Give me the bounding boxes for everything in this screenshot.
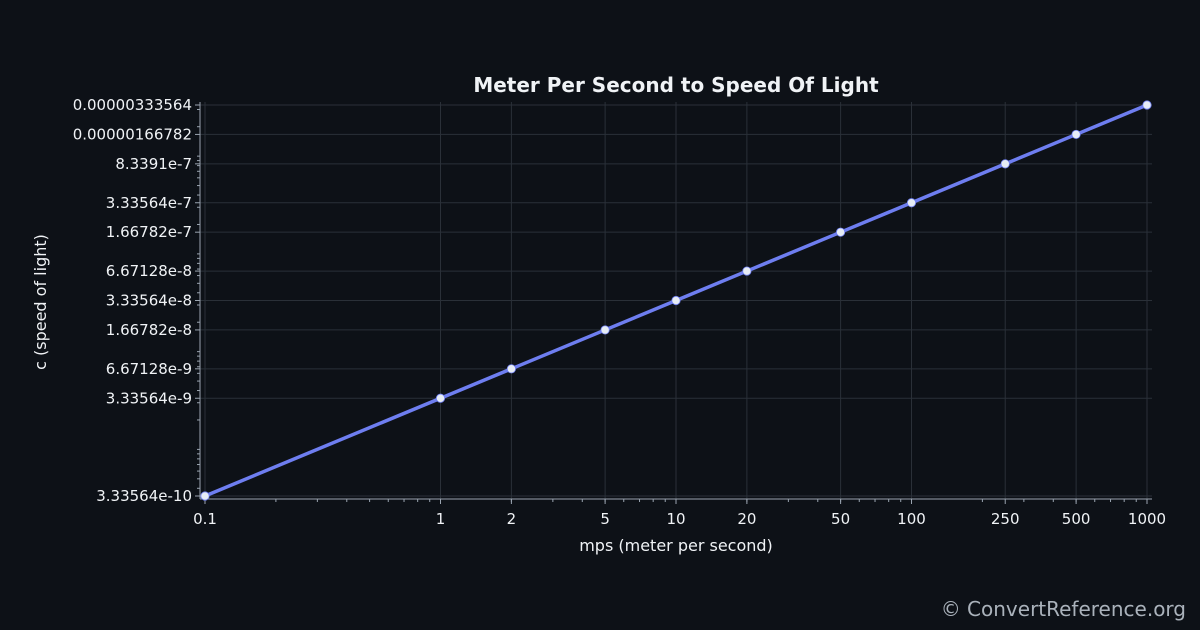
y-tick-label: 3.33564e-7 [106,194,192,212]
data-point [671,295,681,306]
y-tick-label: 3.33564e-10 [96,487,192,505]
data-point [742,266,752,276]
x-tick-label: 5 [600,510,610,528]
credit-text: © ConvertReference.org [941,597,1186,621]
x-tick-label: 250 [991,510,1020,528]
x-tick-label: 0.1 [193,510,217,528]
data-point [600,325,610,335]
chart-title: Meter Per Second to Speed Of Light [473,73,879,97]
x-tick-label: 100 [897,510,926,528]
y-tick-label: 3.33564e-8 [106,292,192,310]
series-layer [200,100,1152,501]
y-axis-label: c (speed of light) [31,234,50,370]
grid-layer [200,102,1152,499]
y-tick-label: 3.33564e-9 [106,389,192,407]
data-point [200,491,210,501]
x-axis-label: mps (meter per second) [579,536,773,555]
x-tick-label: 1 [436,510,446,528]
y-tick-label: 6.67128e-8 [106,262,192,280]
x-tick-label: 10 [666,510,685,528]
data-point [1071,129,1081,140]
x-tick-label: 1000 [1128,510,1166,528]
y-tick-label: 8.3391e-7 [115,155,192,173]
data-point [506,364,516,374]
data-point [1000,159,1010,169]
x-tick-label: 20 [737,510,756,528]
axes-layer: 0.1 1 2 5 10 20 50 100 250 500 1000 3.33564e-10 3.33… [73,96,1166,528]
y-tick-label: 6.67128e-9 [106,360,192,378]
data-point [906,198,917,208]
data-point [836,227,846,237]
y-tick-label: 1.66782e-8 [106,321,192,339]
x-tick-label: 2 [507,510,517,528]
x-tick-label: 50 [831,510,850,528]
data-point [435,393,446,403]
y-tick-label: 0.00000166782 [73,125,192,143]
y-tick-label: 0.00000333564 [73,96,192,114]
x-tick-label: 500 [1062,510,1091,528]
data-point [1142,100,1152,110]
y-tick-label: 1.66782e-7 [106,223,192,241]
